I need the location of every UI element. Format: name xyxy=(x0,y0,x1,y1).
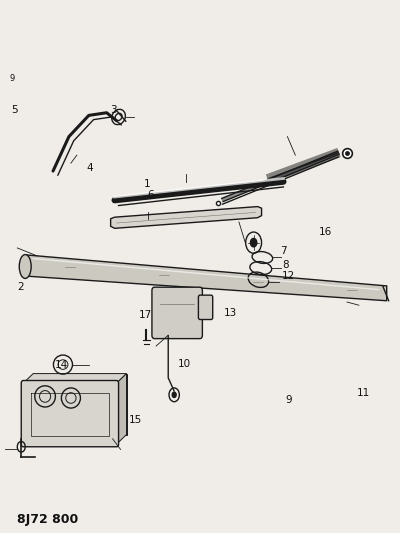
Text: 5: 5 xyxy=(11,105,18,115)
Circle shape xyxy=(172,392,176,398)
Polygon shape xyxy=(23,374,126,383)
FancyBboxPatch shape xyxy=(198,295,213,319)
FancyBboxPatch shape xyxy=(152,287,202,338)
Polygon shape xyxy=(111,207,262,228)
Polygon shape xyxy=(25,255,387,301)
Text: 10: 10 xyxy=(177,359,190,368)
Text: 4: 4 xyxy=(87,164,94,173)
Text: 13: 13 xyxy=(224,308,237,318)
FancyBboxPatch shape xyxy=(21,381,118,447)
Ellipse shape xyxy=(19,255,31,278)
Text: 3: 3 xyxy=(111,105,117,115)
Circle shape xyxy=(250,238,257,247)
Text: 15: 15 xyxy=(128,415,142,425)
Text: 16: 16 xyxy=(319,227,332,237)
Polygon shape xyxy=(33,374,126,434)
Text: 1: 1 xyxy=(144,179,151,189)
Text: 8: 8 xyxy=(283,260,289,270)
Text: 12: 12 xyxy=(282,271,296,280)
Text: 7: 7 xyxy=(280,246,287,256)
Text: 14: 14 xyxy=(55,360,68,369)
Text: 17: 17 xyxy=(138,310,152,320)
Polygon shape xyxy=(116,374,126,444)
Text: 2: 2 xyxy=(17,281,24,292)
Text: 8J72 800: 8J72 800 xyxy=(17,513,78,526)
Text: 11: 11 xyxy=(357,387,370,398)
Text: 9: 9 xyxy=(9,74,14,83)
Text: 6: 6 xyxy=(148,190,154,200)
Text: 9: 9 xyxy=(286,395,292,405)
